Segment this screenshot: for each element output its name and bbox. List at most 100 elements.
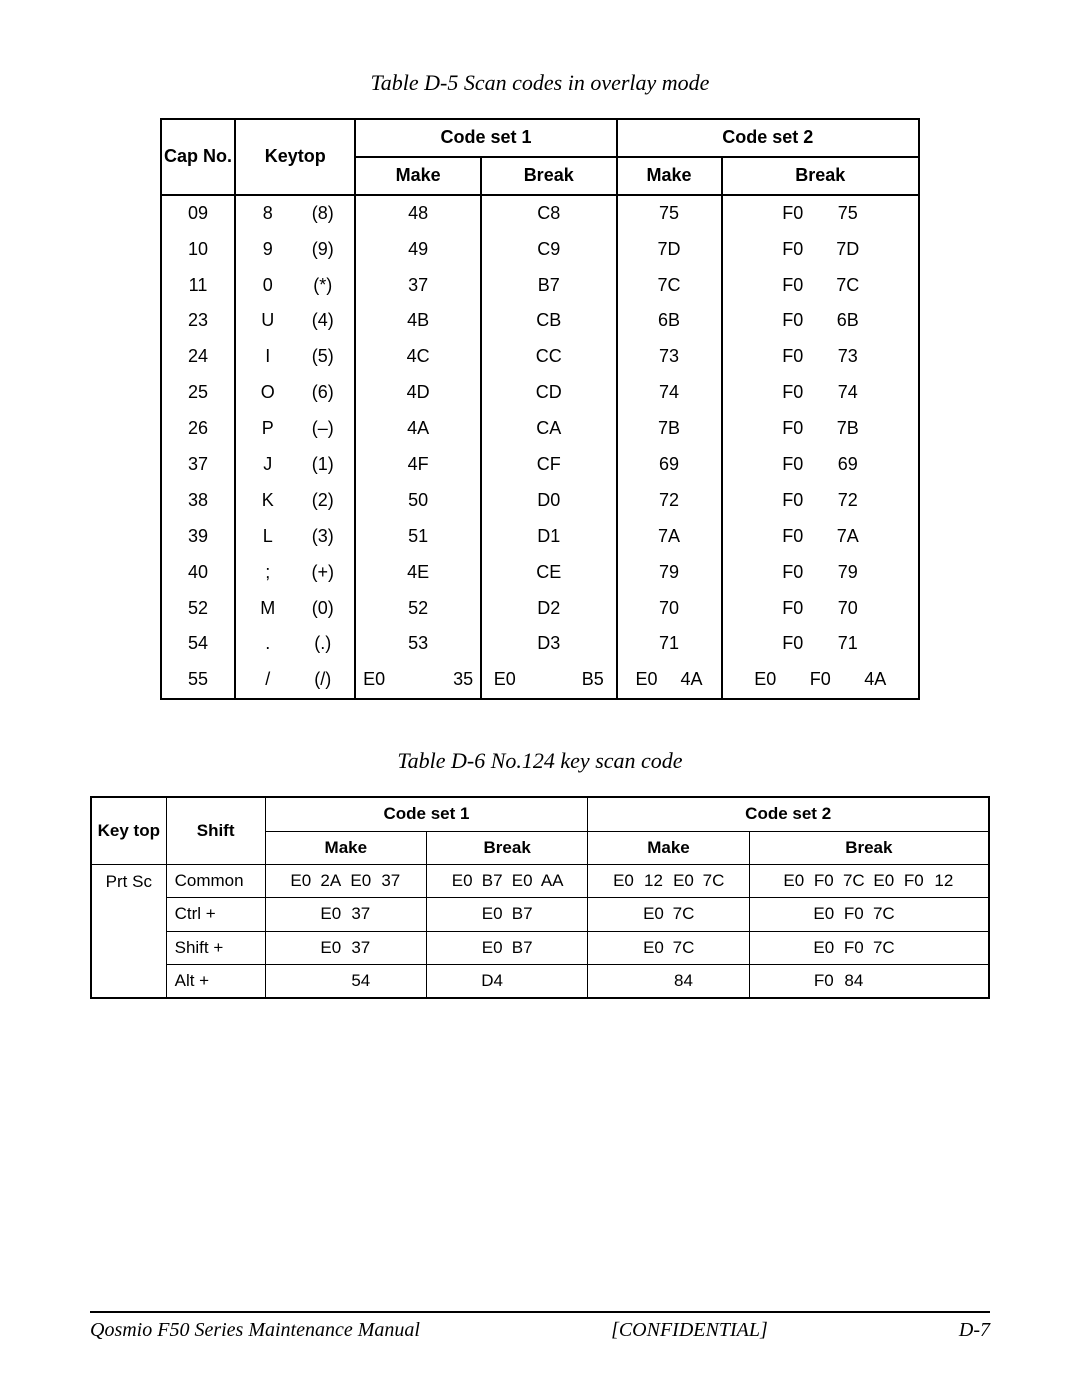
cell-break2: F072 xyxy=(722,483,920,519)
table-row: Shift + E037 E0B7 E07C E0F07C xyxy=(91,931,989,964)
cell-break2: E0F07C xyxy=(749,931,989,964)
col-make1: Make xyxy=(265,831,426,864)
cell-break1: CD xyxy=(481,375,617,411)
cell-make2: E012E07C xyxy=(588,864,749,897)
table-row: Alt + 54 D4 84 F084 xyxy=(91,964,989,998)
cell-make2: 69 xyxy=(617,447,722,483)
table-row: 40;(+)4ECE79F079 xyxy=(161,555,919,591)
cell-keytop: 0(*) xyxy=(235,268,355,304)
cell-break2: F073 xyxy=(722,339,920,375)
cell-make2: 72 xyxy=(617,483,722,519)
cell-shift: Shift + xyxy=(166,931,265,964)
cell-make2: 71 xyxy=(617,626,722,662)
cell-capno: 54 xyxy=(161,626,235,662)
table-row: 25O(6)4DCD74F074 xyxy=(161,375,919,411)
cell-make1: 4A xyxy=(355,411,480,447)
footer-center: [CONFIDENTIAL] xyxy=(611,1319,768,1342)
col-make1: Make xyxy=(355,157,480,195)
cell-keytop: K(2) xyxy=(235,483,355,519)
cell-break1: E0B5 xyxy=(481,662,617,699)
cell-break1: CF xyxy=(481,447,617,483)
cell-make1: 48 xyxy=(355,195,480,232)
cell-keytop: O(6) xyxy=(235,375,355,411)
cell-keytop: U(4) xyxy=(235,303,355,339)
col-shift: Shift xyxy=(166,797,265,864)
cell-capno: 11 xyxy=(161,268,235,304)
cell-capno: 52 xyxy=(161,591,235,627)
cell-make2: 7B xyxy=(617,411,722,447)
table-row: Prt ScCommonE02AE037E0B7E0AAE012E07CE0F0… xyxy=(91,864,989,897)
cell-make1: 4C xyxy=(355,339,480,375)
cell-break1: D1 xyxy=(481,519,617,555)
cell-keytop: M(0) xyxy=(235,591,355,627)
cell-break1: E0B7 xyxy=(426,898,587,931)
cell-keytop: .(.) xyxy=(235,626,355,662)
cell-make1: 4E xyxy=(355,555,480,591)
cell-break2: F07B xyxy=(722,411,920,447)
cell-make2: 7A xyxy=(617,519,722,555)
table-row: Ctrl + E037 E0B7 E07C E0F07C xyxy=(91,898,989,931)
cell-break1: E0B7E0AA xyxy=(426,864,587,897)
table-row: 110(*)37B77CF07C xyxy=(161,268,919,304)
table-row: 38K(2)50D072F072 xyxy=(161,483,919,519)
table-row: 52M(0)52D270F070 xyxy=(161,591,919,627)
cell-make1: E037 xyxy=(265,898,426,931)
col-break1: Break xyxy=(481,157,617,195)
cell-break2: E0F04A xyxy=(722,662,920,699)
cell-make2: 73 xyxy=(617,339,722,375)
cell-capno: 38 xyxy=(161,483,235,519)
cell-make1: E035 xyxy=(355,662,480,699)
col-set2: Code set 2 xyxy=(588,797,989,831)
table-row: 23U(4)4BCB6BF06B xyxy=(161,303,919,339)
cell-break1: D2 xyxy=(481,591,617,627)
cell-keytop: /(/) xyxy=(235,662,355,699)
cell-capno: 26 xyxy=(161,411,235,447)
cell-make1: 49 xyxy=(355,232,480,268)
cell-break1: CB xyxy=(481,303,617,339)
col-capno: Cap No. xyxy=(161,119,235,195)
cell-make2: 79 xyxy=(617,555,722,591)
cell-break2: F074 xyxy=(722,375,920,411)
cell-break1: C8 xyxy=(481,195,617,232)
cell-make2: E04A xyxy=(617,662,722,699)
cell-capno: 39 xyxy=(161,519,235,555)
cell-shift: Ctrl + xyxy=(166,898,265,931)
cell-make1: E02AE037 xyxy=(265,864,426,897)
cell-make1: E037 xyxy=(265,931,426,964)
cell-break1: D3 xyxy=(481,626,617,662)
cell-make1: 4D xyxy=(355,375,480,411)
table-row: 26P(–)4ACA7BF07B xyxy=(161,411,919,447)
document-page: Table D-5 Scan codes in overlay mode Cap… xyxy=(0,0,1080,1397)
cell-capno: 09 xyxy=(161,195,235,232)
cell-break2: E0F07C xyxy=(749,898,989,931)
cell-capno: 25 xyxy=(161,375,235,411)
cell-make2: 84 xyxy=(588,964,749,998)
col-break2: Break xyxy=(722,157,920,195)
cell-make1: 53 xyxy=(355,626,480,662)
cell-shift: Common xyxy=(166,864,265,897)
cell-capno: 40 xyxy=(161,555,235,591)
table-row: Key top Shift Code set 1 Code set 2 xyxy=(91,797,989,831)
table-d5: Cap No. Keytop Code set 1 Code set 2 Mak… xyxy=(160,118,920,700)
cell-break1: E0B7 xyxy=(426,931,587,964)
cell-break2: F070 xyxy=(722,591,920,627)
col-break2: Break xyxy=(749,831,989,864)
cell-break2: F06B xyxy=(722,303,920,339)
cell-break2: F071 xyxy=(722,626,920,662)
cell-make1: 54 xyxy=(265,964,426,998)
cell-keytop: 9(9) xyxy=(235,232,355,268)
col-break1: Break xyxy=(426,831,587,864)
cell-break2: F079 xyxy=(722,555,920,591)
cell-break1: CA xyxy=(481,411,617,447)
table-row: 54.(.)53D371F071 xyxy=(161,626,919,662)
cell-break1: CC xyxy=(481,339,617,375)
cell-make2: 74 xyxy=(617,375,722,411)
cell-make2: 6B xyxy=(617,303,722,339)
cell-keytop: P(–) xyxy=(235,411,355,447)
cell-make2: 7D xyxy=(617,232,722,268)
table-row: 55/(/)E035E0B5E04AE0F04A xyxy=(161,662,919,699)
table-row: 098(8)48C875F075 xyxy=(161,195,919,232)
cell-make2: E07C xyxy=(588,931,749,964)
table-d6: Key top Shift Code set 1 Code set 2 Make… xyxy=(90,796,990,999)
cell-break1: C9 xyxy=(481,232,617,268)
